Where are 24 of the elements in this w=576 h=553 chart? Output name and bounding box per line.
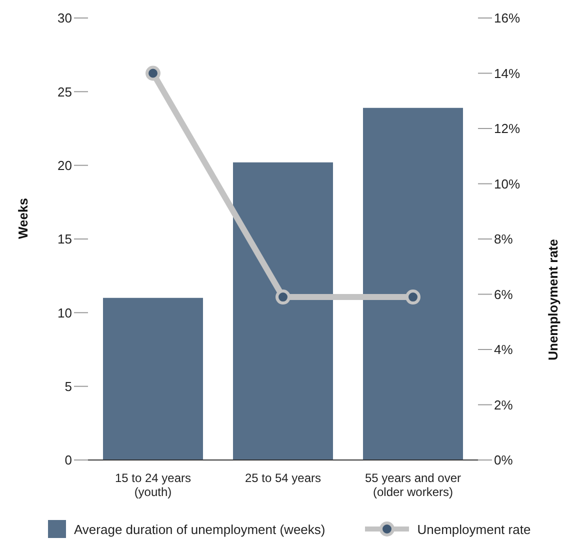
y2-tick-label: 6% xyxy=(494,286,514,302)
y2-tick-label: 16% xyxy=(494,10,520,26)
y2-tick-label: 0% xyxy=(494,452,514,468)
y-tick-label: 20 xyxy=(58,158,72,173)
x-tick-label: 15 to 24 years (youth) xyxy=(114,471,192,499)
y-tick-label: 10 xyxy=(58,305,72,320)
y-tick-label: 15 xyxy=(58,232,72,247)
y2-tick-label: 12% xyxy=(494,121,520,136)
y-tick-label: 25 xyxy=(58,84,72,100)
y-tick-label: 0 xyxy=(64,452,72,468)
y-axis-title: Weeks xyxy=(16,198,31,239)
x-tick-label: 25 to 54 years xyxy=(244,471,322,485)
y2-tick-label: 2% xyxy=(494,397,514,412)
legend-label: Unemployment rate xyxy=(417,522,531,536)
bar xyxy=(103,298,203,460)
y2-tick-label: 4% xyxy=(494,342,514,358)
y2-tick-label: 8% xyxy=(494,232,514,247)
y-tick-label: 30 xyxy=(58,10,72,26)
legend-label: Average duration of unemployment (weeks) xyxy=(74,522,326,536)
y2-tick-label: 14% xyxy=(494,66,520,81)
y2-axis-title: Unemployment rate xyxy=(546,239,561,360)
y2-tick-label: 10% xyxy=(494,176,520,192)
y-tick-label: 5 xyxy=(64,378,72,394)
x-tick-label: 55 years and over (older workers) xyxy=(364,471,462,499)
